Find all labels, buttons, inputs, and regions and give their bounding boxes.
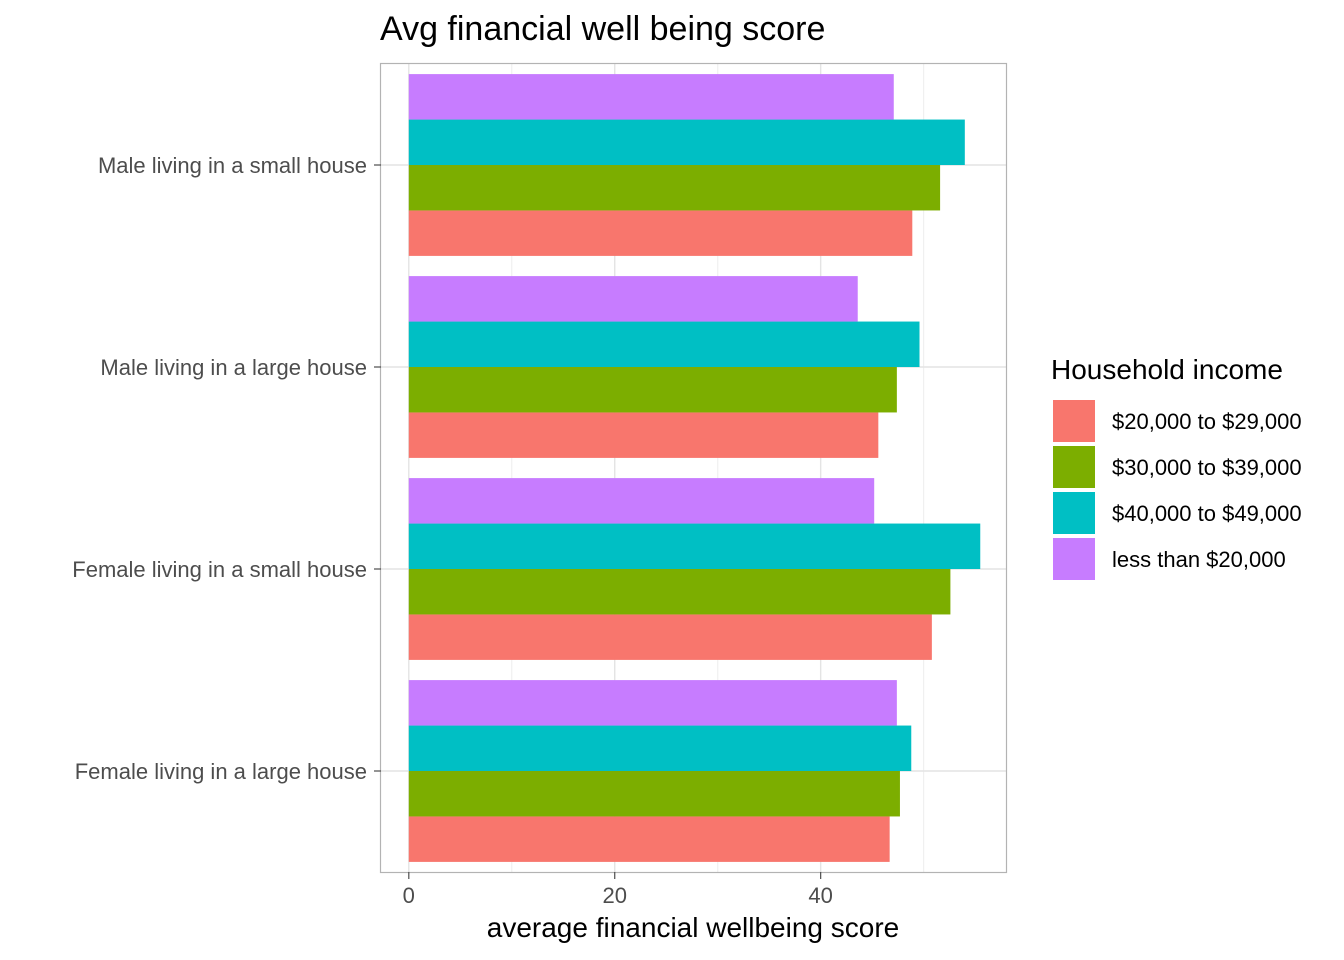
bar xyxy=(408,210,913,256)
legend-swatch xyxy=(1053,446,1095,488)
x-tick-label: 0 xyxy=(403,883,415,908)
y-tick-label: Male living in a small house xyxy=(98,153,367,178)
bar xyxy=(408,74,894,120)
bars xyxy=(408,74,981,862)
legend-label: less than $20,000 xyxy=(1112,547,1286,572)
bar xyxy=(408,725,912,771)
x-axis: 0 20 40 xyxy=(403,872,833,908)
y-tick-label: Female living in a large house xyxy=(75,759,367,784)
panel-border xyxy=(379,62,1008,874)
legend-label: $30,000 to $39,000 xyxy=(1112,455,1302,480)
legend-items: $20,000 to $29,000 $30,000 to $39,000 $40,… xyxy=(1053,400,1302,580)
plot-panel xyxy=(379,62,1008,874)
y-axis: Male living in a small house Male living … xyxy=(72,153,381,784)
legend: Household income $20,000 to $29,000 $30,0… xyxy=(1051,354,1302,580)
legend-swatch xyxy=(1053,538,1095,580)
x-tick-label: 40 xyxy=(808,883,832,908)
legend-label: $40,000 to $49,000 xyxy=(1112,501,1302,526)
bar xyxy=(408,165,941,211)
chart-title: Avg financial well being score xyxy=(380,10,825,48)
bar xyxy=(408,569,951,615)
legend-swatch xyxy=(1053,492,1095,534)
y-tick-label: Male living in a large house xyxy=(100,355,367,380)
x-tick-label: 20 xyxy=(602,883,626,908)
bar xyxy=(408,523,981,569)
y-tick-label: Female living in a small house xyxy=(72,557,367,582)
bar xyxy=(408,119,965,165)
legend-title: Household income xyxy=(1051,354,1283,385)
legend-swatch xyxy=(1053,400,1095,442)
bar xyxy=(408,412,879,458)
x-axis-title: average financial wellbeing score xyxy=(487,912,899,943)
bar xyxy=(408,680,897,726)
legend-label: $20,000 to $29,000 xyxy=(1112,409,1302,434)
bar xyxy=(408,321,920,367)
bar xyxy=(408,614,932,660)
bar xyxy=(408,816,890,862)
bar xyxy=(408,276,858,322)
bar xyxy=(408,478,875,524)
bar xyxy=(408,367,897,413)
bar xyxy=(408,771,900,817)
